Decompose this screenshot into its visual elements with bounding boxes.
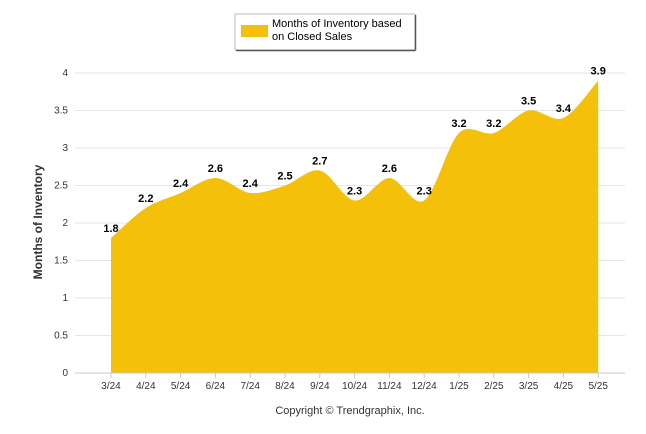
x-tick-label: 5/25	[588, 381, 608, 392]
y-tick-label: 3	[62, 143, 68, 154]
x-tick-label: 2/25	[484, 381, 504, 392]
data-label: 3.9	[591, 66, 606, 78]
data-label: 2.7	[312, 156, 327, 168]
data-label: 2.4	[243, 178, 259, 190]
x-tick-label: 4/24	[136, 381, 156, 392]
data-label: 2.5	[277, 171, 292, 183]
y-tick-label: 1.5	[54, 256, 68, 267]
x-tick-label: 4/25	[554, 381, 574, 392]
legend-label-line2: on Closed Sales	[272, 31, 353, 43]
x-tick-label: 11/24	[377, 381, 402, 392]
data-label: 2.2	[138, 193, 153, 205]
x-tick-label: 1/25	[449, 381, 469, 392]
data-labels: 1.8 2.2 2.4 2.6 2.4 2.5 2.7 2.3 2.6 2.3 3.2 3.2 3.5 3…	[103, 66, 605, 236]
data-label: 2.3	[347, 186, 362, 198]
legend-swatch	[241, 25, 268, 37]
legend: Months of Inventory based on Closed Sale…	[234, 13, 417, 52]
data-label: 2.6	[208, 163, 223, 175]
data-label: 2.3	[417, 186, 432, 198]
data-label: 1.8	[103, 223, 118, 235]
x-tick-label: 7/24	[240, 381, 260, 392]
y-tick-label: 0	[62, 368, 68, 379]
x-tick-label: 6/24	[206, 381, 226, 392]
data-label: 2.4	[173, 178, 189, 190]
y-axis-label: Months of Inventory	[31, 164, 45, 279]
y-tick-label: 4	[62, 68, 68, 79]
y-tick-label: 1	[62, 293, 68, 304]
y-tick-label: 0.5	[54, 331, 68, 342]
x-tick-label: 3/25	[519, 381, 539, 392]
area-series	[111, 80, 599, 373]
y-tick-label: 2	[62, 218, 68, 229]
data-label: 3.5	[521, 96, 536, 108]
y-tick-label: 3.5	[54, 106, 68, 117]
x-tick-label: 12/24	[412, 381, 437, 392]
x-tick-label: 8/24	[275, 381, 295, 392]
x-axis	[75, 372, 625, 378]
data-label: 3.2	[451, 118, 466, 130]
data-label: 2.6	[382, 163, 397, 175]
x-tick-label: 10/24	[342, 381, 367, 392]
data-label: 3.4	[556, 103, 572, 115]
x-tick-label: 9/24	[310, 381, 330, 392]
y-axis-ticks: 0 0.5 1 1.5 2 2.5 3 3.5 4	[54, 68, 68, 379]
data-label: 3.2	[486, 118, 501, 130]
x-tick-label: 5/24	[171, 381, 191, 392]
copyright-credit: Copyright © Trendgraphix, Inc.	[275, 405, 424, 417]
x-tick-label: 3/24	[101, 381, 121, 392]
x-axis-ticks: 3/24 4/24 5/24 6/24 7/24 8/24 9/24 10/24 11/24 12…	[101, 381, 608, 392]
y-tick-label: 2.5	[54, 181, 68, 192]
legend-label-line1: Months of Inventory based	[272, 18, 402, 30]
